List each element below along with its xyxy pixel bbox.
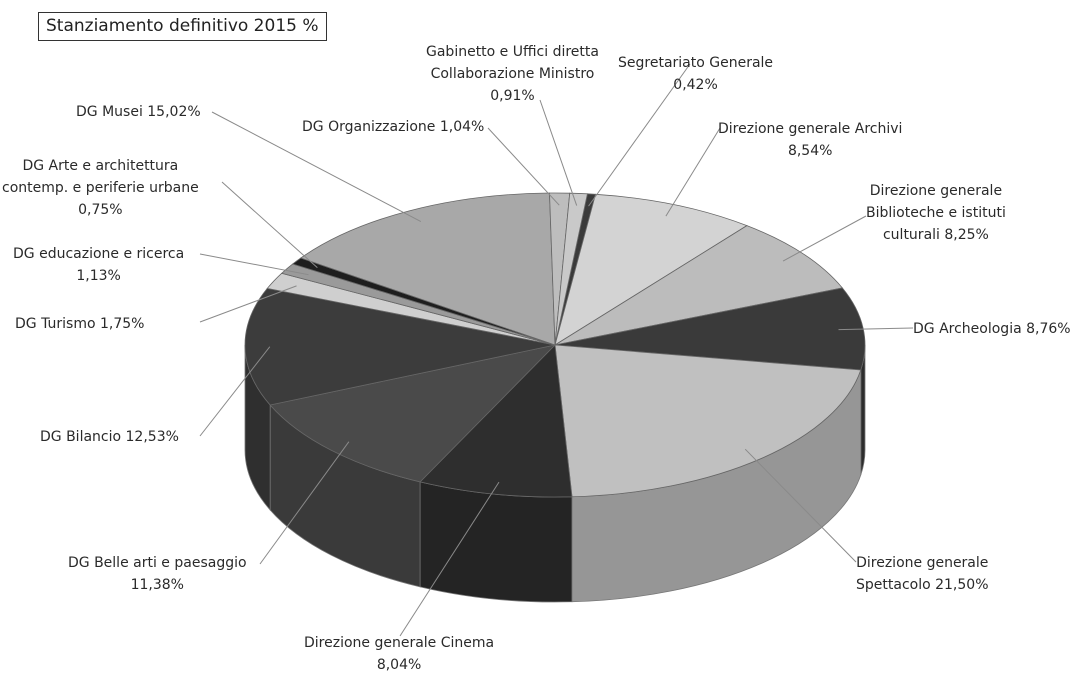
slice-label-line: 8,54%: [787, 143, 833, 159]
leader-line-5: [399, 481, 500, 637]
slice-label-line: Direzione generale: [856, 555, 989, 571]
slice-label-0: Segretariato Generale 0,42%: [618, 52, 773, 96]
slice-label-line: 11,38%: [130, 577, 184, 593]
leader-line-2: [782, 215, 867, 262]
slice-label-13: Gabinetto e Uffici diretta Collaborazione…: [426, 41, 599, 107]
pie-side-walls: [244, 344, 866, 603]
leader-line-9: [199, 253, 309, 276]
pie-slice-5: [419, 344, 573, 498]
slice-label-line: DG Belle arti e paesaggio: [68, 555, 247, 571]
pie-slice-2: [554, 225, 844, 346]
slice-label-1: Direzione generale Archivi 8,54%: [718, 118, 902, 162]
leader-line-10: [221, 181, 318, 269]
slice-label-line: DG Bilancio 12,53%: [40, 429, 179, 445]
slice-label-9: DG educazione e ricerca 1,13%: [13, 243, 184, 287]
leader-line-1: [665, 127, 721, 217]
pie-slice-side-5: [419, 481, 573, 603]
pie-slice-11: [299, 192, 556, 346]
slice-label-8: DG Turismo 1,75%: [15, 313, 144, 335]
slice-label-line: DG educazione e ricerca: [13, 246, 185, 262]
chart-title: Stanziamento definitivo 2015 %: [38, 12, 327, 41]
slice-label-line: culturali 8,25%: [882, 227, 989, 243]
slice-label-line: Spettacolo 21,50%: [856, 577, 989, 593]
slice-label-line: Direzione generale: [869, 183, 1003, 199]
slice-label-line: DG Archeologia 8,76%: [913, 321, 1071, 337]
leader-line-11: [211, 111, 422, 223]
slice-label-7: DG Bilancio 12,53%: [40, 426, 179, 448]
slice-label-line: contemp. e periferie urbane: [2, 180, 199, 196]
pie-slice-7: [244, 287, 556, 406]
leader-line-13: [539, 99, 578, 206]
slice-label-line: DG Organizzazione 1,04%: [302, 119, 485, 135]
slice-label-5: Direzione generale Cinema 8,04%: [304, 632, 494, 676]
slice-label-line: 0,42%: [673, 77, 718, 93]
slice-label-line: Collaborazione Ministro: [430, 66, 595, 82]
slice-label-line: DG Arte e architettura: [22, 158, 179, 174]
leader-line-4: [744, 448, 857, 563]
slice-label-line: 8,04%: [376, 657, 422, 673]
slice-label-line: DG Musei 15,02%: [76, 104, 201, 120]
slice-label-12: DG Organizzazione 1,04%: [302, 116, 484, 138]
leader-line-0: [588, 63, 691, 207]
pie-top-slices: [244, 192, 866, 498]
slice-label-line: Gabinetto e Uffici diretta: [426, 44, 599, 60]
slice-label-2: Direzione generale Biblioteche e istituti…: [866, 180, 1006, 246]
pie-slice-3: [554, 287, 866, 371]
slice-label-line: 0,75%: [78, 202, 123, 218]
leader-line-8: [199, 285, 297, 323]
pie-slice-4: [554, 344, 862, 498]
slice-label-line: Direzione generale Cinema: [304, 635, 495, 651]
slice-label-10: DG Arte e architettura contemp. e perifer…: [2, 155, 199, 221]
slice-label-line: Segretariato Generale: [618, 55, 774, 71]
slice-label-line: Direzione generale Archivi: [718, 121, 903, 137]
slice-label-4: Direzione generale Spettacolo 21,50%: [856, 552, 989, 596]
leader-line-6: [259, 441, 350, 565]
slice-label-line: DG Turismo 1,75%: [15, 316, 145, 332]
leader-line-12: [487, 127, 560, 206]
leader-line-3: [838, 327, 914, 331]
leader-line-7: [199, 346, 271, 437]
pie-slice-6: [269, 344, 557, 483]
slice-label-6: DG Belle arti e paesaggio 11,38%: [68, 552, 247, 596]
slice-label-3: DG Archeologia 8,76%: [913, 318, 1071, 340]
slice-label-line: 1,13%: [76, 268, 121, 284]
slice-label-11: DG Musei 15,02%: [76, 101, 201, 123]
slice-label-line: 0,91%: [490, 88, 535, 104]
pie-slice-1: [554, 193, 748, 346]
pie-slice-13: [554, 192, 588, 346]
slice-label-line: Biblioteche e istituti: [866, 205, 1006, 221]
leader-lines: [199, 63, 914, 637]
